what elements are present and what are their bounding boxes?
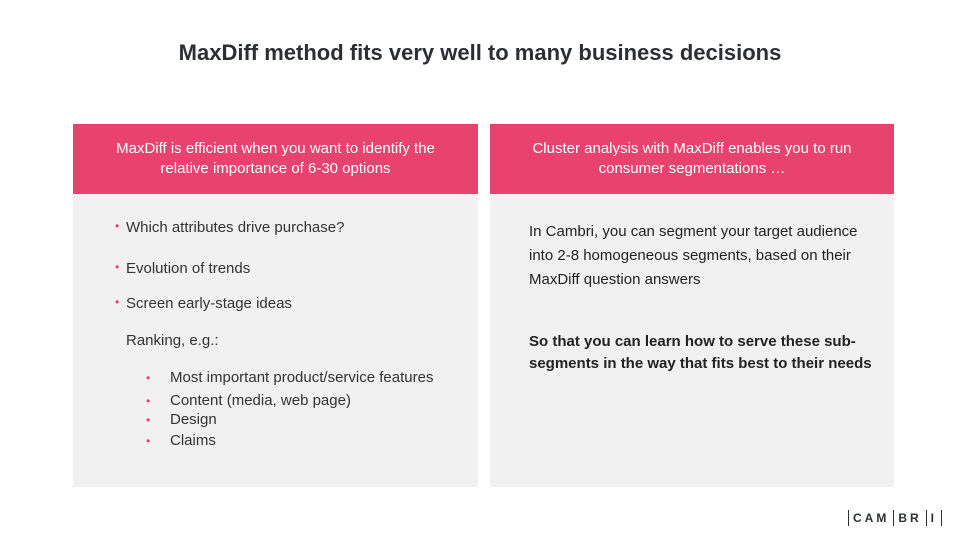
bullet-item: Evolution of trends: [115, 260, 250, 280]
ranking-item: Claims: [146, 431, 433, 452]
ranking-item: Content (media, web page): [146, 391, 433, 411]
logo-divider: [893, 510, 895, 526]
left-panel: MaxDiff is efficient when you want to id…: [73, 124, 478, 487]
ranking-list: Most important product/service features …: [146, 368, 433, 452]
logo-divider: [941, 510, 942, 526]
left-bullet-list-2: Evolution of trends: [115, 260, 250, 280]
bullet-item: Which attributes drive purchase?: [115, 219, 344, 239]
left-bullet-list-3: Screen early-stage ideas: [115, 295, 292, 315]
bullet-item: Screen early-stage ideas: [115, 295, 292, 315]
slide-title: MaxDiff method fits very well to many bu…: [178, 40, 782, 65]
logo-part: BR: [898, 511, 922, 525]
right-panel: Cluster analysis with MaxDiff enables yo…: [490, 124, 894, 487]
right-panel-header: Cluster analysis with MaxDiff enables yo…: [490, 124, 894, 194]
ranking-item: Most important product/service features: [146, 368, 433, 391]
logo-part: I: [930, 511, 937, 525]
ranking-item: Design: [146, 410, 433, 431]
logo-divider: [925, 510, 927, 526]
left-panel-header-text: MaxDiff is efficient when you want to id…: [116, 140, 435, 177]
left-bullet-list: Which attributes drive purchase?: [115, 219, 344, 239]
right-panel-header-text: Cluster analysis with MaxDiff enables yo…: [532, 140, 852, 177]
logo-divider: [847, 510, 849, 526]
left-panel-header: MaxDiff is efficient when you want to id…: [73, 124, 478, 194]
benefit-paragraph: So that you can learn how to serve these…: [529, 333, 872, 372]
segmentation-paragraph: In Cambri, you can segment your target a…: [529, 223, 858, 288]
ranking-label: Ranking, e.g.:: [126, 332, 219, 349]
cambri-logo: CAM BR I: [844, 510, 946, 526]
logo-part: CAM: [852, 511, 890, 525]
